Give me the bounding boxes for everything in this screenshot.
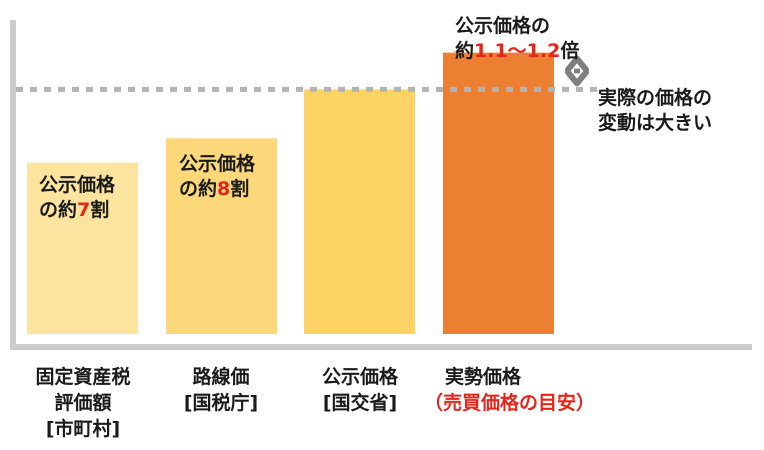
bar2-annotation-pre: の約 bbox=[179, 178, 218, 200]
bar-3 bbox=[304, 89, 415, 334]
category-label-1: 固定資産税 評価額 [市町村] bbox=[13, 364, 153, 442]
bar1-annotation-line1: 公示価格 bbox=[39, 174, 116, 196]
bar2-annotation-post: 割 bbox=[230, 178, 250, 200]
category-label-4: 実勢価格 （売買価格の目安） bbox=[424, 364, 658, 416]
bar-4 bbox=[443, 52, 554, 335]
arrow-head-up bbox=[565, 55, 589, 73]
arrow-head-down bbox=[565, 69, 589, 87]
bar4-annotation-pre: 約 bbox=[455, 40, 475, 62]
category-label-4-line2: （売買価格の目安） bbox=[424, 392, 596, 414]
variation-annotation: 実際の価格の 変動は大きい bbox=[598, 86, 712, 136]
category-label-3-line1: 公示価格 bbox=[321, 366, 398, 388]
bars-group bbox=[27, 52, 554, 335]
bar1-annotation-pre: の約 bbox=[39, 199, 78, 221]
bar4-annotation-num: 1.1～1.2 bbox=[474, 40, 561, 62]
bar1-annotation-post: 割 bbox=[90, 199, 110, 221]
bar1-annotation-num: 7 bbox=[77, 199, 91, 221]
variation-annotation-line1: 実際の価格の bbox=[598, 87, 713, 109]
variation-annotation-line2: 変動は大きい bbox=[598, 112, 713, 134]
bar-2 bbox=[166, 138, 277, 334]
bar2-annotation-line1: 公示価格 bbox=[179, 153, 256, 175]
bar2-annotation: 公示価格 の約8割 bbox=[179, 152, 255, 202]
category-label-3-line2: [国交省] bbox=[322, 392, 398, 414]
category-label-2: 路線価 [国税庁] bbox=[151, 364, 291, 416]
bar4-annotation-post: 倍 bbox=[560, 40, 580, 62]
variation-arrow-icon bbox=[565, 55, 589, 87]
bar4-annotation-line1: 公示価格の bbox=[455, 15, 551, 37]
bar2-annotation-num: 8 bbox=[217, 178, 231, 200]
category-label-1-line3: [市町村] bbox=[45, 418, 121, 440]
category-label-2-line2: [国税庁] bbox=[183, 392, 259, 414]
bar-1 bbox=[27, 162, 138, 334]
category-label-1-line2: 評価額 bbox=[54, 392, 112, 414]
bar4-annotation: 公示価格の 約1.1～1.2倍 bbox=[455, 14, 579, 64]
category-label-1-line1: 固定資産税 bbox=[35, 366, 131, 388]
category-label-3: 公示価格 [国交省] bbox=[290, 364, 430, 416]
bar1-annotation: 公示価格 の約7割 bbox=[39, 173, 115, 223]
category-label-2-line1: 路線価 bbox=[192, 366, 250, 388]
category-label-4-line1: 実勢価格 bbox=[445, 366, 522, 388]
